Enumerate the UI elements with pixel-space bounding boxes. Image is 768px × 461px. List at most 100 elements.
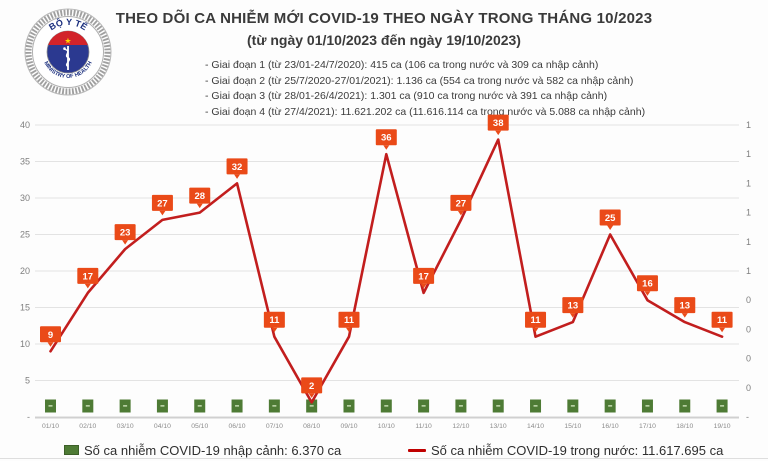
import-bar-value-dash (160, 405, 165, 407)
data-label-text: 25 (605, 213, 616, 224)
phase-1-line: - Giai đoạn 1 (từ 23/01-24/7/2020): 415 … (205, 59, 599, 71)
chart-header: THEO DÕI CA NHIỄM MỚI COVID-19 THEO NGÀY… (0, 0, 768, 48)
data-label-box (487, 114, 509, 131)
y-axis-right-label: - (746, 412, 749, 422)
data-label-pointer (234, 174, 241, 179)
x-axis-label: 05/10 (191, 423, 208, 430)
data-label-pointer (345, 327, 352, 333)
legend-item-imported: Số ca nhiễm COVID-19 nhập cảnh: 6.370 ca (64, 441, 341, 459)
import-bar-value-dash (682, 405, 687, 407)
data-label-pointer (607, 225, 614, 230)
data-label-box (263, 311, 285, 328)
import-bar-value-dash (235, 405, 240, 407)
import-bar-value-dash (570, 405, 575, 407)
data-label-text: 23 (120, 228, 131, 239)
data-label-box (338, 311, 360, 328)
bottom-divider (0, 458, 768, 459)
data-label-box (636, 275, 658, 292)
page-subtitle: (từ ngày 01/10/2023 đến ngày 19/10/2023) (247, 32, 521, 48)
x-axis-label: 03/10 (117, 423, 134, 430)
data-label-box (599, 209, 621, 226)
data-label-text: 27 (157, 198, 168, 209)
x-axis-label: 08/10 (303, 423, 320, 430)
data-label-box (114, 224, 136, 241)
import-bar-value-dash (496, 405, 501, 407)
data-label-text: 38 (493, 118, 504, 129)
data-label-pointer (122, 240, 129, 245)
data-label-text: 11 (344, 315, 355, 326)
y-axis-right-label: 1 (746, 149, 751, 159)
import-bar-value-dash (608, 405, 613, 407)
moh-logo: BỘ Y TẾ MINISTRY OF HEALTH ★ (24, 8, 112, 96)
data-label-pointer (644, 291, 651, 296)
y-axis-left-label: 15 (20, 303, 30, 313)
page-title: THEO DÕI CA NHIỄM MỚI COVID-19 THEO NGÀY… (115, 10, 653, 27)
data-label-box (525, 311, 547, 328)
chart-legend: Số ca nhiễm COVID-19 nhập cảnh: 6.370 ca… (0, 438, 768, 461)
data-label-box (40, 326, 61, 343)
data-label-text: 17 (418, 271, 429, 282)
data-label-pointer (308, 393, 315, 398)
data-label-text: 28 (194, 191, 205, 202)
y-axis-left-label: - (27, 412, 30, 422)
data-label-pointer (420, 283, 427, 289)
data-label-pointer (532, 327, 539, 333)
import-bar-value-dash (533, 405, 538, 407)
x-axis-label: 02/10 (79, 423, 96, 430)
y-axis-right-label: 1 (746, 266, 751, 276)
data-label-pointer (457, 210, 464, 216)
import-bar-value-dash (645, 405, 650, 407)
data-label-text: 17 (83, 271, 94, 282)
y-axis-right-label: 1 (746, 237, 751, 247)
logo-top-text-path: BỘ Y TẾ (47, 16, 89, 32)
logo-laurel-ring (25, 9, 111, 95)
import-bar-value-dash (720, 405, 725, 407)
import-bar-value-dash (421, 405, 426, 407)
import-bar-value-dash (458, 405, 463, 407)
data-label-text: 13 (568, 301, 579, 312)
x-axis-label: 13/10 (490, 423, 507, 430)
data-label-box (301, 377, 323, 394)
phase-3-line: - Giai đoạn 3 (từ 28/01-26/4/2021): 1.30… (205, 90, 608, 102)
y-axis-right-label: 0 (746, 324, 751, 334)
x-axis-label: 15/10 (564, 423, 581, 430)
x-axis-label: 10/10 (378, 423, 395, 430)
y-axis-left-label: 10 (20, 339, 30, 349)
logo-snake-icon (63, 48, 71, 68)
data-label-pointer (196, 203, 203, 209)
y-axis-left-label: 25 (20, 230, 30, 240)
y-axis-right-label: 1 (746, 208, 751, 218)
phase-4-line: - Giai đoạn 4 (từ 27/4/2021): 11.621.202… (205, 105, 646, 118)
x-axis-label: 17/10 (639, 423, 656, 430)
x-axis-label: 12/10 (452, 423, 469, 430)
data-label-text: 36 (381, 133, 392, 144)
import-bar-value-dash (309, 405, 314, 407)
x-axis-label: 06/10 (229, 423, 246, 430)
import-bar-value-dash (346, 405, 351, 407)
data-label-text: 11 (269, 315, 280, 326)
data-label-pointer (383, 145, 390, 150)
y-axis-left-label: 40 (20, 120, 30, 130)
data-label-pointer (47, 342, 54, 347)
x-axis-label: 07/10 (266, 423, 283, 430)
y-axis-right-label: 0 (746, 354, 751, 364)
x-axis-label: 16/10 (602, 423, 619, 430)
import-bar-value-dash (85, 405, 90, 407)
y-axis-right-label: 0 (746, 383, 751, 393)
y-axis-left-label: 35 (20, 157, 30, 167)
data-label-text: 2 (309, 381, 314, 392)
data-label-pointer (84, 283, 91, 289)
import-bar-value-dash (272, 405, 277, 407)
y-axis-left-label: 5 (25, 376, 30, 386)
data-label-box (413, 267, 435, 284)
domestic-line-series (49, 138, 724, 404)
import-bar-value-dash (384, 405, 389, 407)
data-label-box (77, 267, 99, 284)
data-label-box (375, 129, 397, 146)
data-label-pointer (271, 327, 278, 333)
logo-red-segment (48, 30, 88, 45)
y-axis-right-label: 1 (746, 178, 751, 188)
x-axis-label: 11/10 (415, 423, 432, 430)
logo-snake-head (63, 47, 66, 50)
